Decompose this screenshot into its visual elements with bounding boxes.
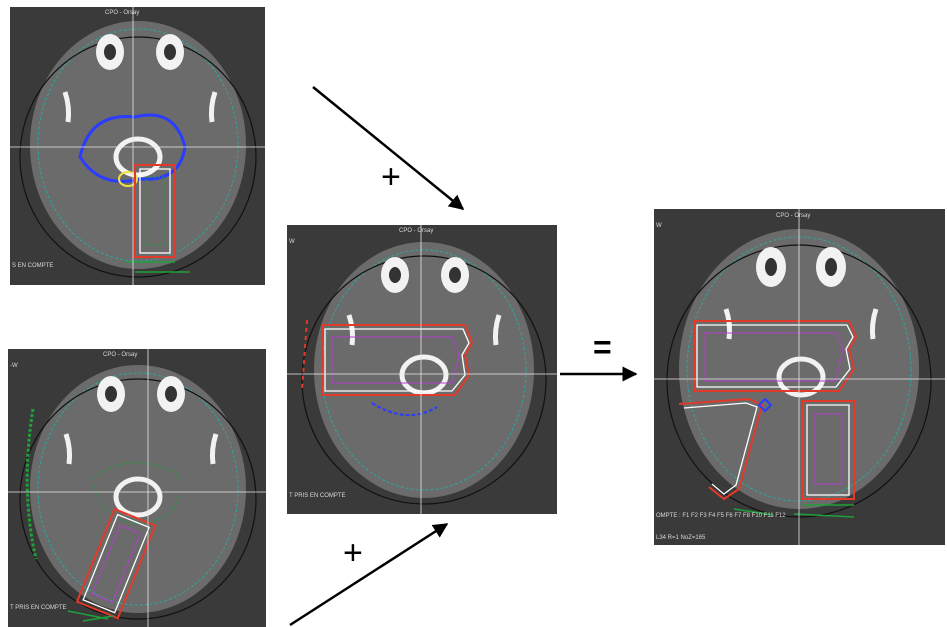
panel-corner-label: W	[656, 223, 662, 229]
ct-slice-top-left	[10, 7, 265, 285]
arrow-bottom-to-center	[289, 522, 449, 627]
ct-slice-bottom-left	[8, 349, 266, 627]
panel-corner-label: -W	[10, 363, 18, 369]
panel-footer-info: L34 R=1 NoZ=165	[656, 535, 706, 541]
plus-sign-top: +	[381, 158, 401, 196]
panel-corner-label: W	[289, 239, 295, 245]
equals-sign: =	[593, 329, 612, 365]
ct-panel-top-left: CPO - Orsay S EN COMPTE	[10, 7, 265, 285]
panel-header: CPO - Orsay	[105, 10, 140, 16]
panel-footer: S EN COMPTE	[12, 263, 54, 269]
panel-footer: T PRIS EN COMPTE	[289, 493, 346, 499]
ct-slice-result	[654, 209, 945, 545]
panel-header: CPO - Orsay	[103, 352, 138, 358]
ct-panel-center: W CPO - Orsay T PRIS EN COMPTE	[287, 225, 557, 514]
plus-sign-bottom: +	[343, 534, 363, 572]
panel-header: CPO - Orsay	[399, 228, 434, 234]
ct-panel-bottom-left: -W CPO - Orsay T PRIS EN COMPTE	[8, 349, 266, 627]
panel-footer: T PRIS EN COMPTE	[10, 605, 67, 611]
ct-panel-result: W CPO - Orsay OMPTE : F1 F2 F3 F4 F5 F6 …	[654, 209, 945, 545]
arrow-top-to-center	[312, 86, 465, 210]
panel-footer-fields: OMPTE : F1 F2 F3 F4 F5 F6 F7 F8 F10 F11 …	[656, 513, 786, 519]
panel-header: CPO - Orsay	[776, 213, 811, 219]
ct-slice-center	[287, 225, 557, 514]
